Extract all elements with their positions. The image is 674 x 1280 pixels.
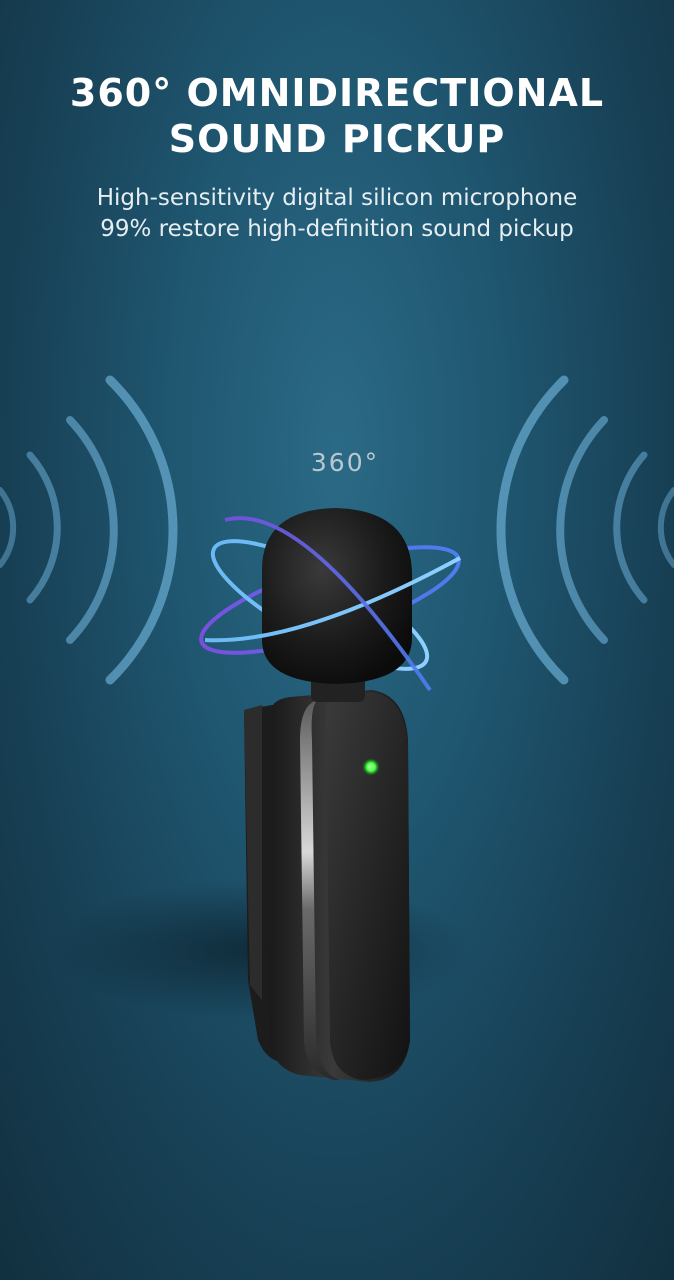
headline-line-2: SOUND PICKUP xyxy=(168,117,506,161)
sound-wave-right-icon xyxy=(496,375,674,685)
subtitle-line-2: 99% restore high-definition sound pickup xyxy=(100,216,574,242)
headline-line-1: 360° OMNIDIRECTIONAL xyxy=(69,71,605,115)
subtitle: High-sensitivity digital silicon microph… xyxy=(0,183,674,245)
headline: 360° OMNIDIRECTIONAL SOUND PICKUP xyxy=(0,70,674,162)
microphone-transmitter xyxy=(244,690,410,1082)
degree-badge: 360° xyxy=(310,448,380,477)
sound-wave-left-icon xyxy=(0,375,178,685)
subtitle-line-1: High-sensitivity digital silicon microph… xyxy=(96,185,578,211)
foam-windscreen xyxy=(262,508,412,684)
